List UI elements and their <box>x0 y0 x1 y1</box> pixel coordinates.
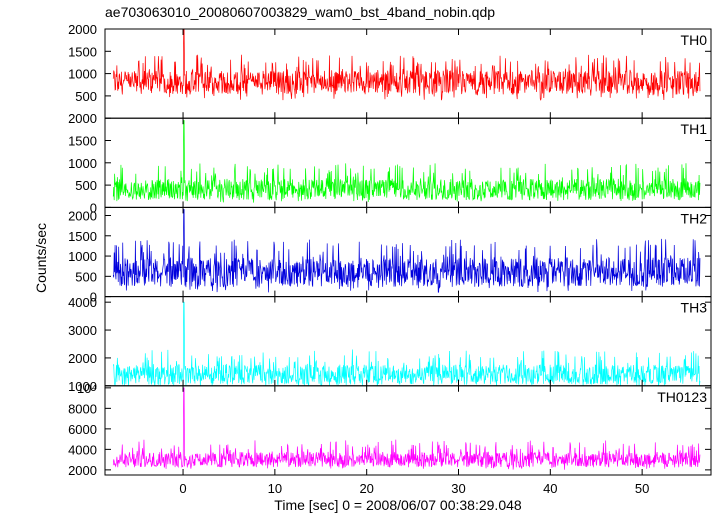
x-tick-label: 50 <box>635 481 649 496</box>
x-axis-ticks: 0 10 20 30 40 50 <box>179 481 649 496</box>
y-tick-label: 8000 <box>68 401 97 416</box>
series-label: TH1 <box>681 121 708 137</box>
y-tick-label: 4000 <box>68 442 97 457</box>
panels-group: 500 1000 1500 2000 TH0 0 500 1000 1500 2000 TH1 0 50… <box>68 22 712 478</box>
panel-th0: 500 1000 1500 2000 TH0 <box>68 22 712 119</box>
series-label: TH0123 <box>657 389 707 405</box>
y-tick-label: 500 <box>75 89 97 104</box>
series-line-th1 <box>112 120 701 203</box>
y-tick-label: 0 <box>90 200 97 215</box>
y-axis-label: Counts/sec <box>33 223 49 293</box>
y-tick-label: 1500 <box>68 134 97 149</box>
y-tick-label: 0 <box>90 290 97 305</box>
series-line-th0123 <box>112 387 701 470</box>
y-tick-label: 2000 <box>68 22 97 37</box>
y-tick-label: 2000 <box>68 351 97 366</box>
panel-frame <box>104 296 712 387</box>
y-tick-label: 1000 <box>68 379 97 394</box>
y-tick-label: 1000 <box>68 67 97 82</box>
chart-title: ae703063010_20080607003829_wam0_bst_4ban… <box>105 4 495 20</box>
y-tick-label: 6000 <box>68 422 97 437</box>
x-tick-label: 30 <box>451 481 465 496</box>
y-tick-label: 10⁴ <box>77 381 97 396</box>
y-tick-label: 2000 <box>68 111 97 126</box>
y-tick-label: 1000 <box>68 249 97 264</box>
series-label: TH0 <box>681 32 708 48</box>
y-tick-label: 500 <box>75 178 97 193</box>
series-line-th2 <box>112 209 701 293</box>
y-tick-label: 4000 <box>68 295 97 310</box>
x-tick-label: 10 <box>268 481 282 496</box>
panel-frame <box>104 385 712 476</box>
x-tick-label: 40 <box>543 481 557 496</box>
series-label: TH3 <box>681 300 708 316</box>
y-tick-label: 2000 <box>68 209 97 224</box>
panel-th0123: 2000 4000 6000 8000 10⁴ TH0123 <box>68 381 712 478</box>
panel-th1: 0 500 1000 1500 2000 TH1 <box>68 111 712 215</box>
series-label: TH2 <box>681 210 708 226</box>
series-line-th3 <box>112 301 701 387</box>
y-tick-label: 3000 <box>68 323 97 338</box>
panel-th2: 0 500 1000 1500 2000 TH2 <box>68 206 712 305</box>
panel-th3: 1000 2000 3000 4000 TH3 <box>68 295 712 394</box>
y-tick-label: 500 <box>75 269 97 284</box>
y-tick-label: 1500 <box>68 229 97 244</box>
x-tick-label: 20 <box>359 481 373 496</box>
y-tick-label: 1500 <box>68 44 97 59</box>
y-tick-label: 2000 <box>68 463 97 478</box>
x-axis-label: Time [sec] 0 = 2008/06/07 00:38:29.048 <box>274 497 522 513</box>
series-line-th0 <box>112 28 701 101</box>
x-tick-label: 0 <box>179 481 186 496</box>
y-tick-label: 1000 <box>68 156 97 171</box>
